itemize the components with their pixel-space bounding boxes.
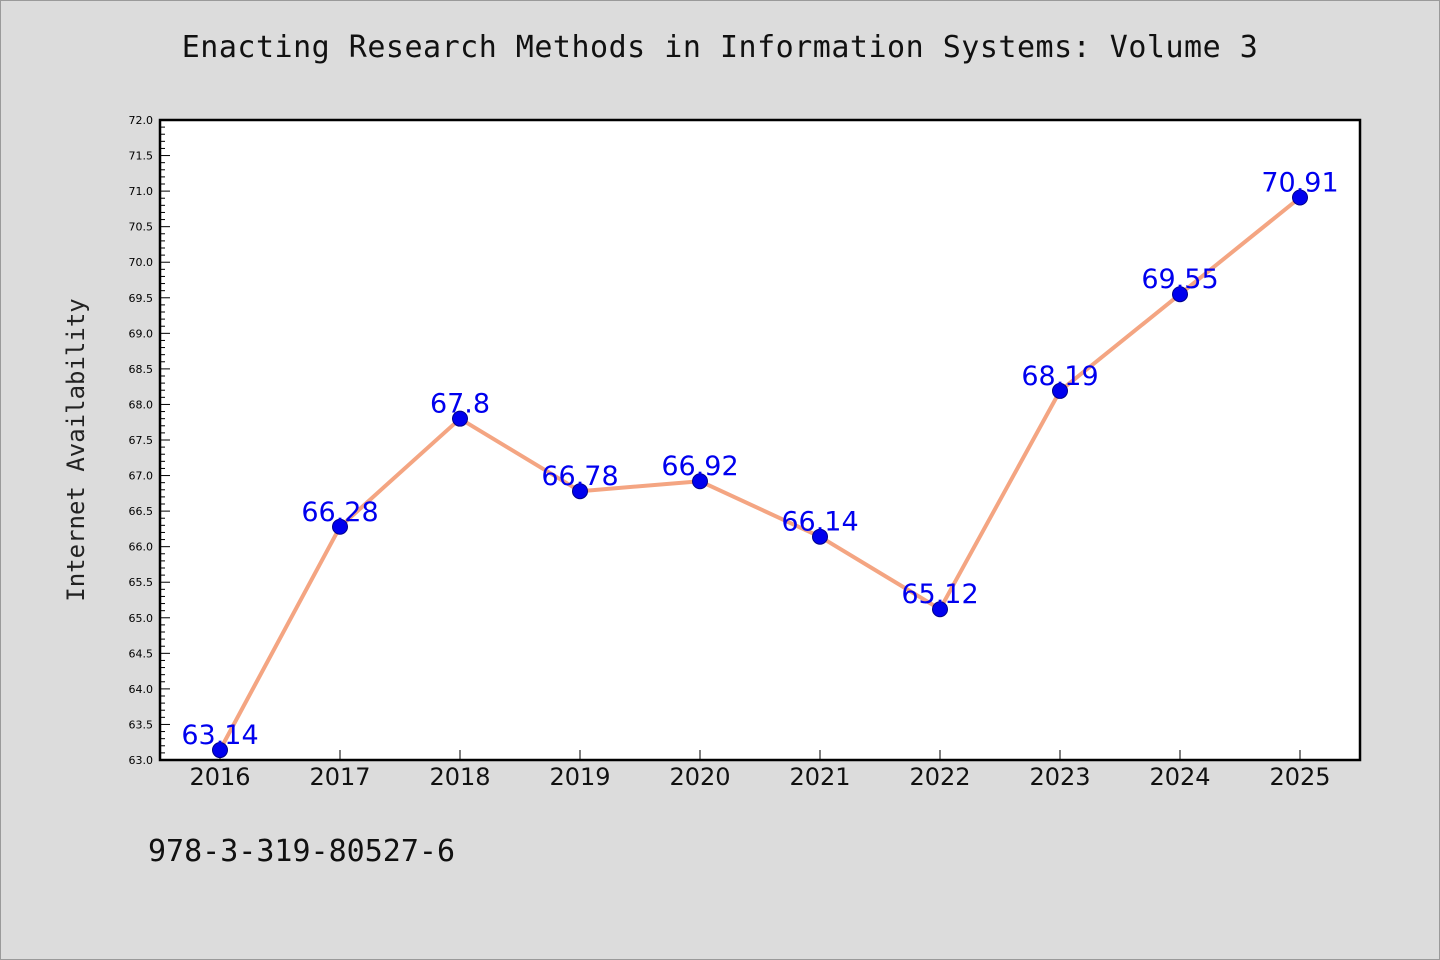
y-tick-label: 69.5: [129, 292, 154, 305]
x-tick-label: 2022: [909, 763, 970, 791]
data-label: 68.19: [1021, 361, 1098, 392]
data-point: [812, 528, 828, 545]
data-point: [692, 473, 708, 490]
y-tick-label: 63.0: [129, 754, 154, 767]
x-tick-label: 2017: [309, 763, 370, 791]
data-label: 65.12: [901, 579, 978, 610]
x-tick-label: 2018: [429, 763, 490, 791]
y-tick-label: 70.0: [129, 256, 154, 269]
y-tick-label: 70.5: [129, 221, 154, 234]
data-point: [452, 410, 468, 427]
chart-title: Enacting Research Methods in Information…: [181, 30, 1259, 65]
x-tick-label: 2019: [549, 763, 610, 791]
y-tick-label: 65.5: [129, 576, 154, 589]
x-tick-label: 2021: [789, 763, 850, 791]
y-tick-label: 66.0: [129, 541, 154, 554]
data-point: [1292, 189, 1308, 206]
data-label: 70.91: [1261, 168, 1338, 199]
isbn-footnote: 978-3-319-80527-6: [148, 834, 456, 869]
x-tick-label: 2025: [1269, 763, 1330, 791]
series-line: [218, 195, 1302, 751]
data-label: 66.28: [301, 497, 378, 528]
y-tick-label: 64.5: [129, 647, 154, 660]
y-tick-label: 66.5: [129, 505, 154, 518]
data-label: 66.92: [661, 451, 738, 482]
y-tick-label: 72.0: [129, 114, 154, 127]
x-tick-label: 2024: [1149, 763, 1210, 791]
plot-area: [160, 120, 1360, 760]
data-label: 63.14: [181, 720, 258, 751]
y-tick-label: 68.5: [129, 363, 154, 376]
data-point: [572, 483, 588, 500]
data-label: 69.55: [1141, 264, 1218, 295]
data-point: [332, 518, 348, 535]
plot-border: [158, 118, 1362, 762]
data-label: 66.78: [541, 461, 618, 492]
data-labels: 63.14 66.28 67.8 66.78 66.92 66.14 65.12 68.19 6…: [181, 168, 1338, 752]
x-tick-label: 2016: [189, 763, 250, 791]
x-axis: 2016 2017 2018 2019 2020 2021 2022 2023 2024 2025: [189, 750, 1331, 791]
data-label: 67.8: [430, 389, 490, 420]
x-tick-label: 2020: [669, 763, 730, 791]
y-tick-label: 67.5: [129, 434, 154, 447]
data-point: [1172, 286, 1188, 303]
y-tick-label: 71.5: [129, 150, 154, 163]
y-axis: 63.0 63.5 64.0 64.5 65.0 65.5 66.0 66.5 67.0 67.5…: [129, 114, 170, 767]
y-tick-label: 69.0: [129, 327, 154, 340]
data-point: [212, 742, 228, 759]
data-point: [932, 601, 948, 618]
y-tick-label: 63.5: [129, 718, 154, 731]
x-tick-label: 2023: [1029, 763, 1090, 791]
y-tick-label: 64.0: [129, 683, 154, 696]
y-tick-label: 71.0: [129, 185, 154, 198]
y-tick-label: 68.0: [129, 398, 154, 411]
y-tick-label: 65.0: [129, 612, 154, 625]
data-markers: [212, 189, 1308, 759]
data-point: [1052, 382, 1068, 399]
data-label: 66.14: [781, 507, 858, 538]
y-tick-label: 67.0: [129, 470, 154, 483]
